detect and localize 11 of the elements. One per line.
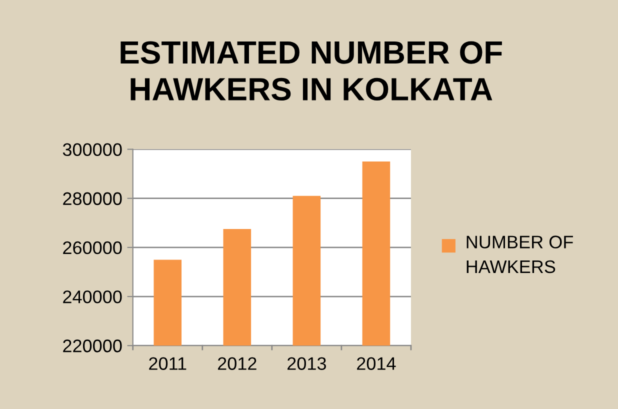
legend-label: NUMBER OF HAWKERS [466,236,573,274]
y-tick-label: 220000 [63,340,122,352]
y-tick-label: 240000 [63,290,122,304]
y-tick-label: 300000 [62,143,122,156]
x-tick-label: 2011 [149,357,186,370]
x-tick-label: 2013 [288,357,326,370]
chart-title: ESTIMATED NUMBER OF HAWKERS IN KOLKATA [120,41,502,101]
x-tick-label: 2014 [357,357,396,370]
y-tick-label: 260000 [63,241,122,254]
x-tick-label: 2012 [218,357,256,370]
y-tick-label: 280000 [63,192,122,206]
